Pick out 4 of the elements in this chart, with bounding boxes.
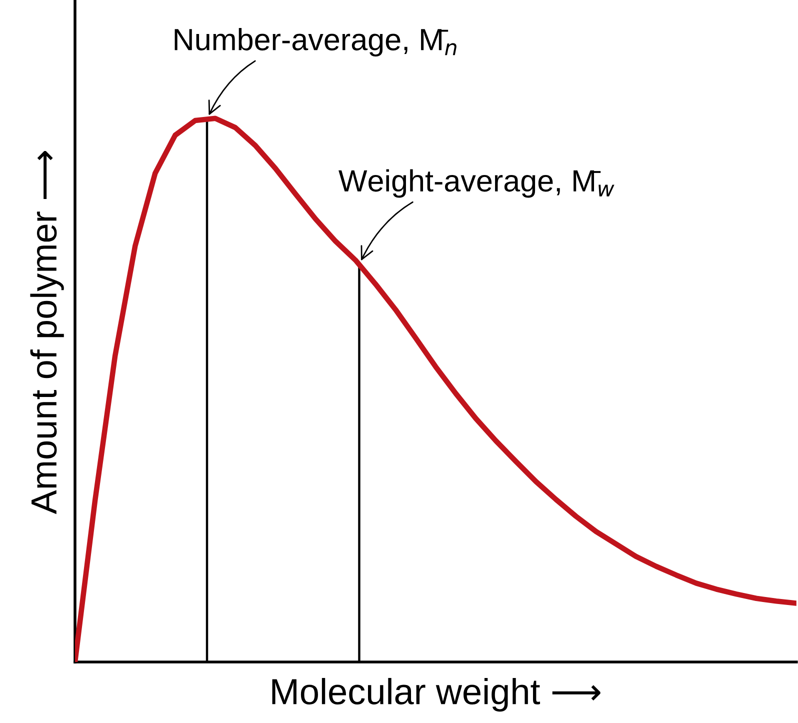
annotation: Weight-average, M̄$_{w}$ xyxy=(338,169,614,198)
text: Number-average, M̄$_{n}$ xyxy=(174,28,456,56)
x-axis-title: Molecular weight ⟶ xyxy=(272,678,600,712)
y-axis-title: Amount of polymer ⟶ xyxy=(30,151,64,514)
